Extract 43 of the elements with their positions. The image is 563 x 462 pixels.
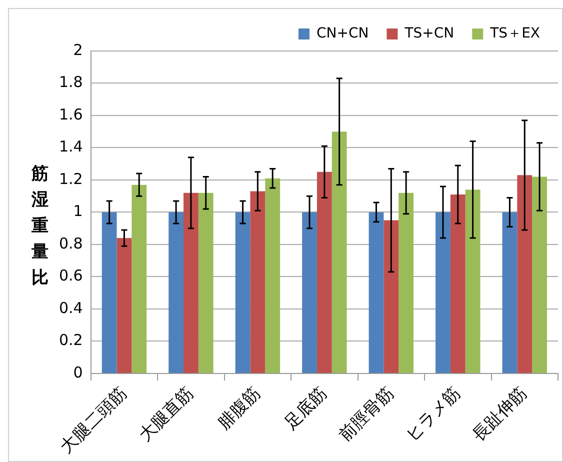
bar [465, 190, 480, 373]
x-tick-label: 腓腹筋 [214, 383, 264, 434]
x-tick-label: 大腿二頭筋 [56, 383, 131, 458]
x-tick-label: 前脛骨筋 [336, 383, 398, 446]
y-tick-label: 1.8 [58, 73, 83, 92]
y-tick-label: 1.6 [58, 105, 83, 124]
bar [198, 192, 214, 373]
bar [132, 184, 147, 373]
bar [517, 175, 532, 373]
bar [398, 192, 414, 373]
bar [102, 212, 117, 373]
bar [532, 176, 547, 373]
bar [235, 212, 250, 373]
x-tick-label: ヒラメ筋 [402, 383, 465, 446]
bar [316, 172, 332, 373]
y-tick-label: 0.4 [58, 298, 83, 317]
bar [302, 212, 317, 373]
y-tick-label: 0 [73, 363, 83, 382]
bar [450, 194, 466, 373]
y-axis-title: 筋湿重量比 [30, 163, 50, 290]
y-tick-label: 1 [73, 202, 83, 220]
y-tick-label: 0.6 [58, 266, 83, 285]
bar [502, 212, 518, 373]
bar [116, 238, 132, 373]
bar [384, 220, 399, 373]
y-tick-label: 0.2 [58, 331, 83, 350]
x-tick-label: 足底筋 [280, 383, 332, 434]
bar [168, 212, 184, 373]
x-tick-label: 長趾伸筋 [469, 383, 532, 446]
bar [436, 212, 450, 373]
y-tick-label: 0.8 [58, 234, 83, 252]
x-tick-label: 大腿直筋 [135, 383, 198, 446]
legend-label: TS＋EX [489, 26, 540, 42]
bar [332, 132, 347, 373]
bar [250, 191, 266, 373]
y-tick-label: 1.4 [58, 138, 83, 156]
bar [265, 178, 280, 373]
legend-label: TS+CN [404, 26, 454, 42]
bar [184, 192, 198, 373]
y-tick-label: 1.2 [58, 170, 83, 188]
legend-label: CN+CN [316, 26, 369, 42]
bar [368, 212, 384, 373]
y-tick-label: 2 [73, 40, 83, 59]
